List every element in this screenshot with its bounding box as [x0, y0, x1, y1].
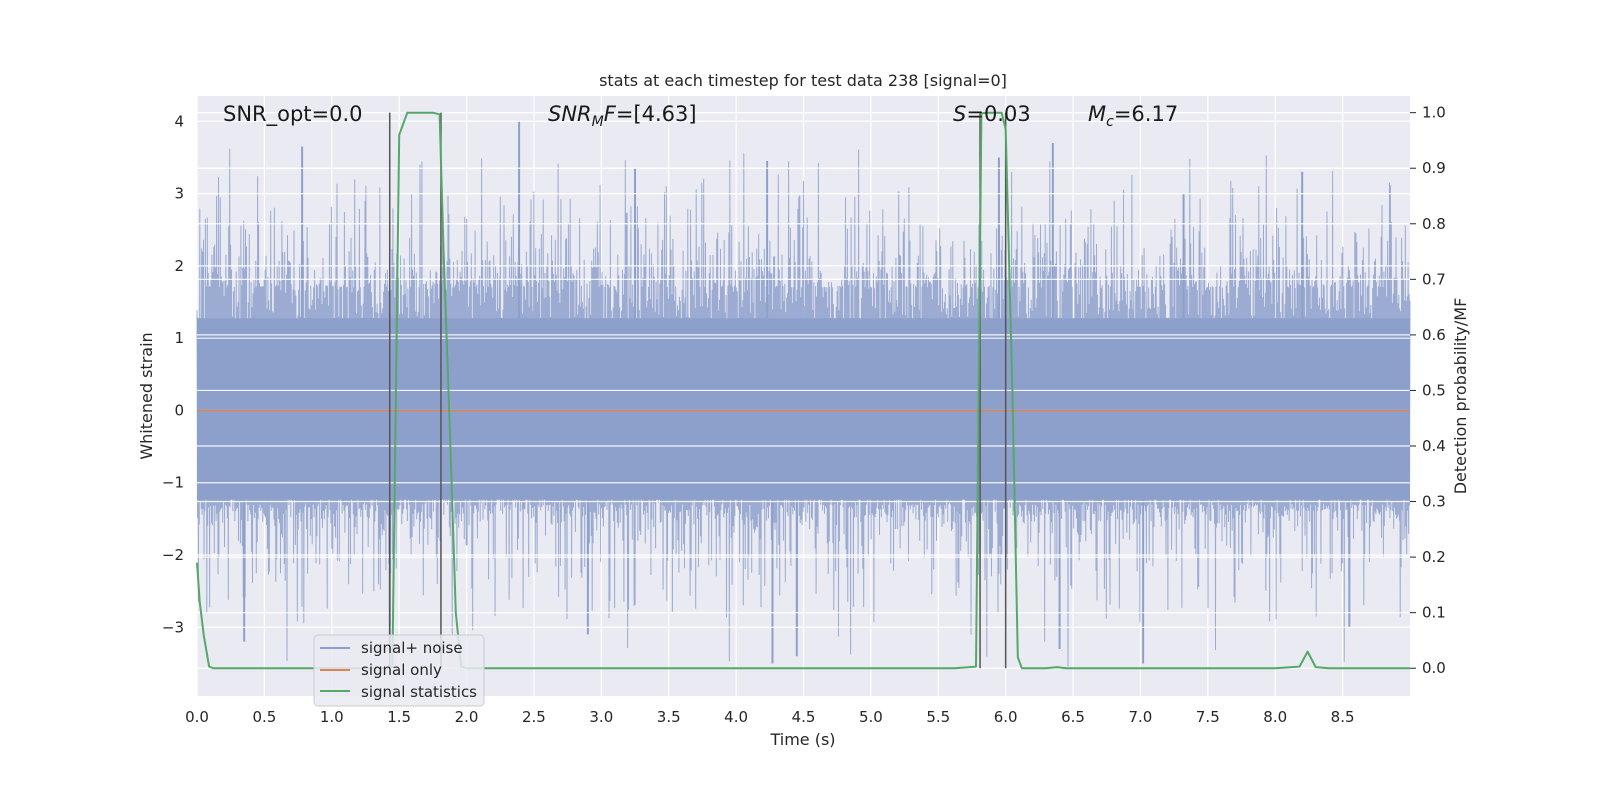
x-tick-label: 5.5 — [926, 708, 950, 726]
annotation-snr-mf-subscript: M — [592, 114, 604, 130]
y2-tick-label: 0.1 — [1422, 604, 1446, 622]
y-tick-label: 0 — [174, 401, 184, 419]
annotation-mc-subscript: c — [1106, 114, 1114, 130]
legend-label-signal-only: signal only — [361, 661, 442, 679]
legend-label-signal-statistics: signal statistics — [361, 683, 477, 701]
annotation-mc-symbol: M — [1088, 102, 1106, 126]
annotation-snr-mf-value: =[4.63] — [616, 102, 697, 126]
x-tick-label: 0.0 — [185, 708, 209, 726]
y-tick-label: 3 — [174, 185, 184, 203]
legend-box — [313, 634, 485, 707]
y2-tick-label: 0.0 — [1422, 659, 1446, 677]
x-tick-label: 1.5 — [387, 708, 411, 726]
y-tick-label: −1 — [162, 474, 184, 492]
x-tick-label: 7.5 — [1196, 708, 1220, 726]
y-tick-label: 2 — [174, 257, 184, 275]
y-tick-label: 1 — [174, 329, 184, 347]
y2-tick-label: 0.8 — [1422, 215, 1446, 233]
y-tick-label: −3 — [162, 618, 184, 636]
x-tick-label: 3.0 — [589, 708, 613, 726]
tick-labels: 0.0 0.5 1.0 1.5 2.0 2.5 3.0 3.5 4.0 4.5 5.0 5.5 6.0 6… — [162, 104, 1446, 726]
x-tick-label: 0.5 — [252, 708, 276, 726]
y2-tick-label: 0.4 — [1422, 437, 1446, 455]
x-tick-label: 5.0 — [859, 708, 883, 726]
y2-tick-label: 0.6 — [1422, 326, 1446, 344]
annotation-snr-mf-symbol-tail: F — [604, 102, 617, 126]
y2-tick-label: 0.5 — [1422, 381, 1446, 399]
y-tick-label: 4 — [174, 112, 184, 130]
y2-tick-label: 0.2 — [1422, 548, 1446, 566]
annotation-s-symbol: S — [953, 102, 966, 126]
y2-tick-label: 0.7 — [1422, 270, 1446, 288]
x-tick-label: 8.5 — [1331, 708, 1355, 726]
x-tick-label: 8.0 — [1263, 708, 1287, 726]
annotation-s-value: =0.03 — [966, 102, 1030, 126]
chart-title: stats at each timestep for test data 238… — [599, 71, 1007, 90]
x-axis-label: Time (s) — [769, 730, 835, 749]
y-axis-label: Whitened strain — [137, 332, 156, 459]
x-tick-label: 2.5 — [522, 708, 546, 726]
x-tick-label: 2.0 — [455, 708, 479, 726]
y2-axis-label: Detection probability/MF — [1451, 298, 1470, 495]
x-tick-label: 7.0 — [1129, 708, 1153, 726]
x-tick-label: 6.0 — [994, 708, 1018, 726]
noise-series — [196, 112, 1411, 669]
x-tick-label: 4.5 — [792, 708, 816, 726]
annotation-snr-mf-symbol: SNR — [548, 102, 592, 126]
x-tick-label: 1.0 — [320, 708, 344, 726]
y-tick-label: −2 — [162, 546, 184, 564]
legend: signal+ noise signal only signal statist… — [313, 634, 485, 707]
y2-tick-label: 0.3 — [1422, 493, 1446, 511]
legend-label-signal-noise: signal+ noise — [361, 639, 463, 657]
y2-tick-label: 0.9 — [1422, 159, 1446, 177]
x-tick-label: 6.5 — [1061, 708, 1085, 726]
annotation-mc: Mc=6.17 — [1088, 102, 1178, 130]
y2-tick-label: 1.0 — [1422, 104, 1446, 122]
noise-core-band — [197, 318, 1410, 500]
annotation-s: S=0.03 — [953, 102, 1031, 126]
annotation-mc-value: =6.17 — [1114, 102, 1178, 126]
x-tick-label: 4.0 — [724, 708, 748, 726]
annotation-snr-opt: SNR_opt=0.0 — [223, 102, 363, 127]
annotation-snr-mf: SNRMF=[4.63] — [548, 102, 697, 130]
x-tick-label: 3.5 — [657, 708, 681, 726]
